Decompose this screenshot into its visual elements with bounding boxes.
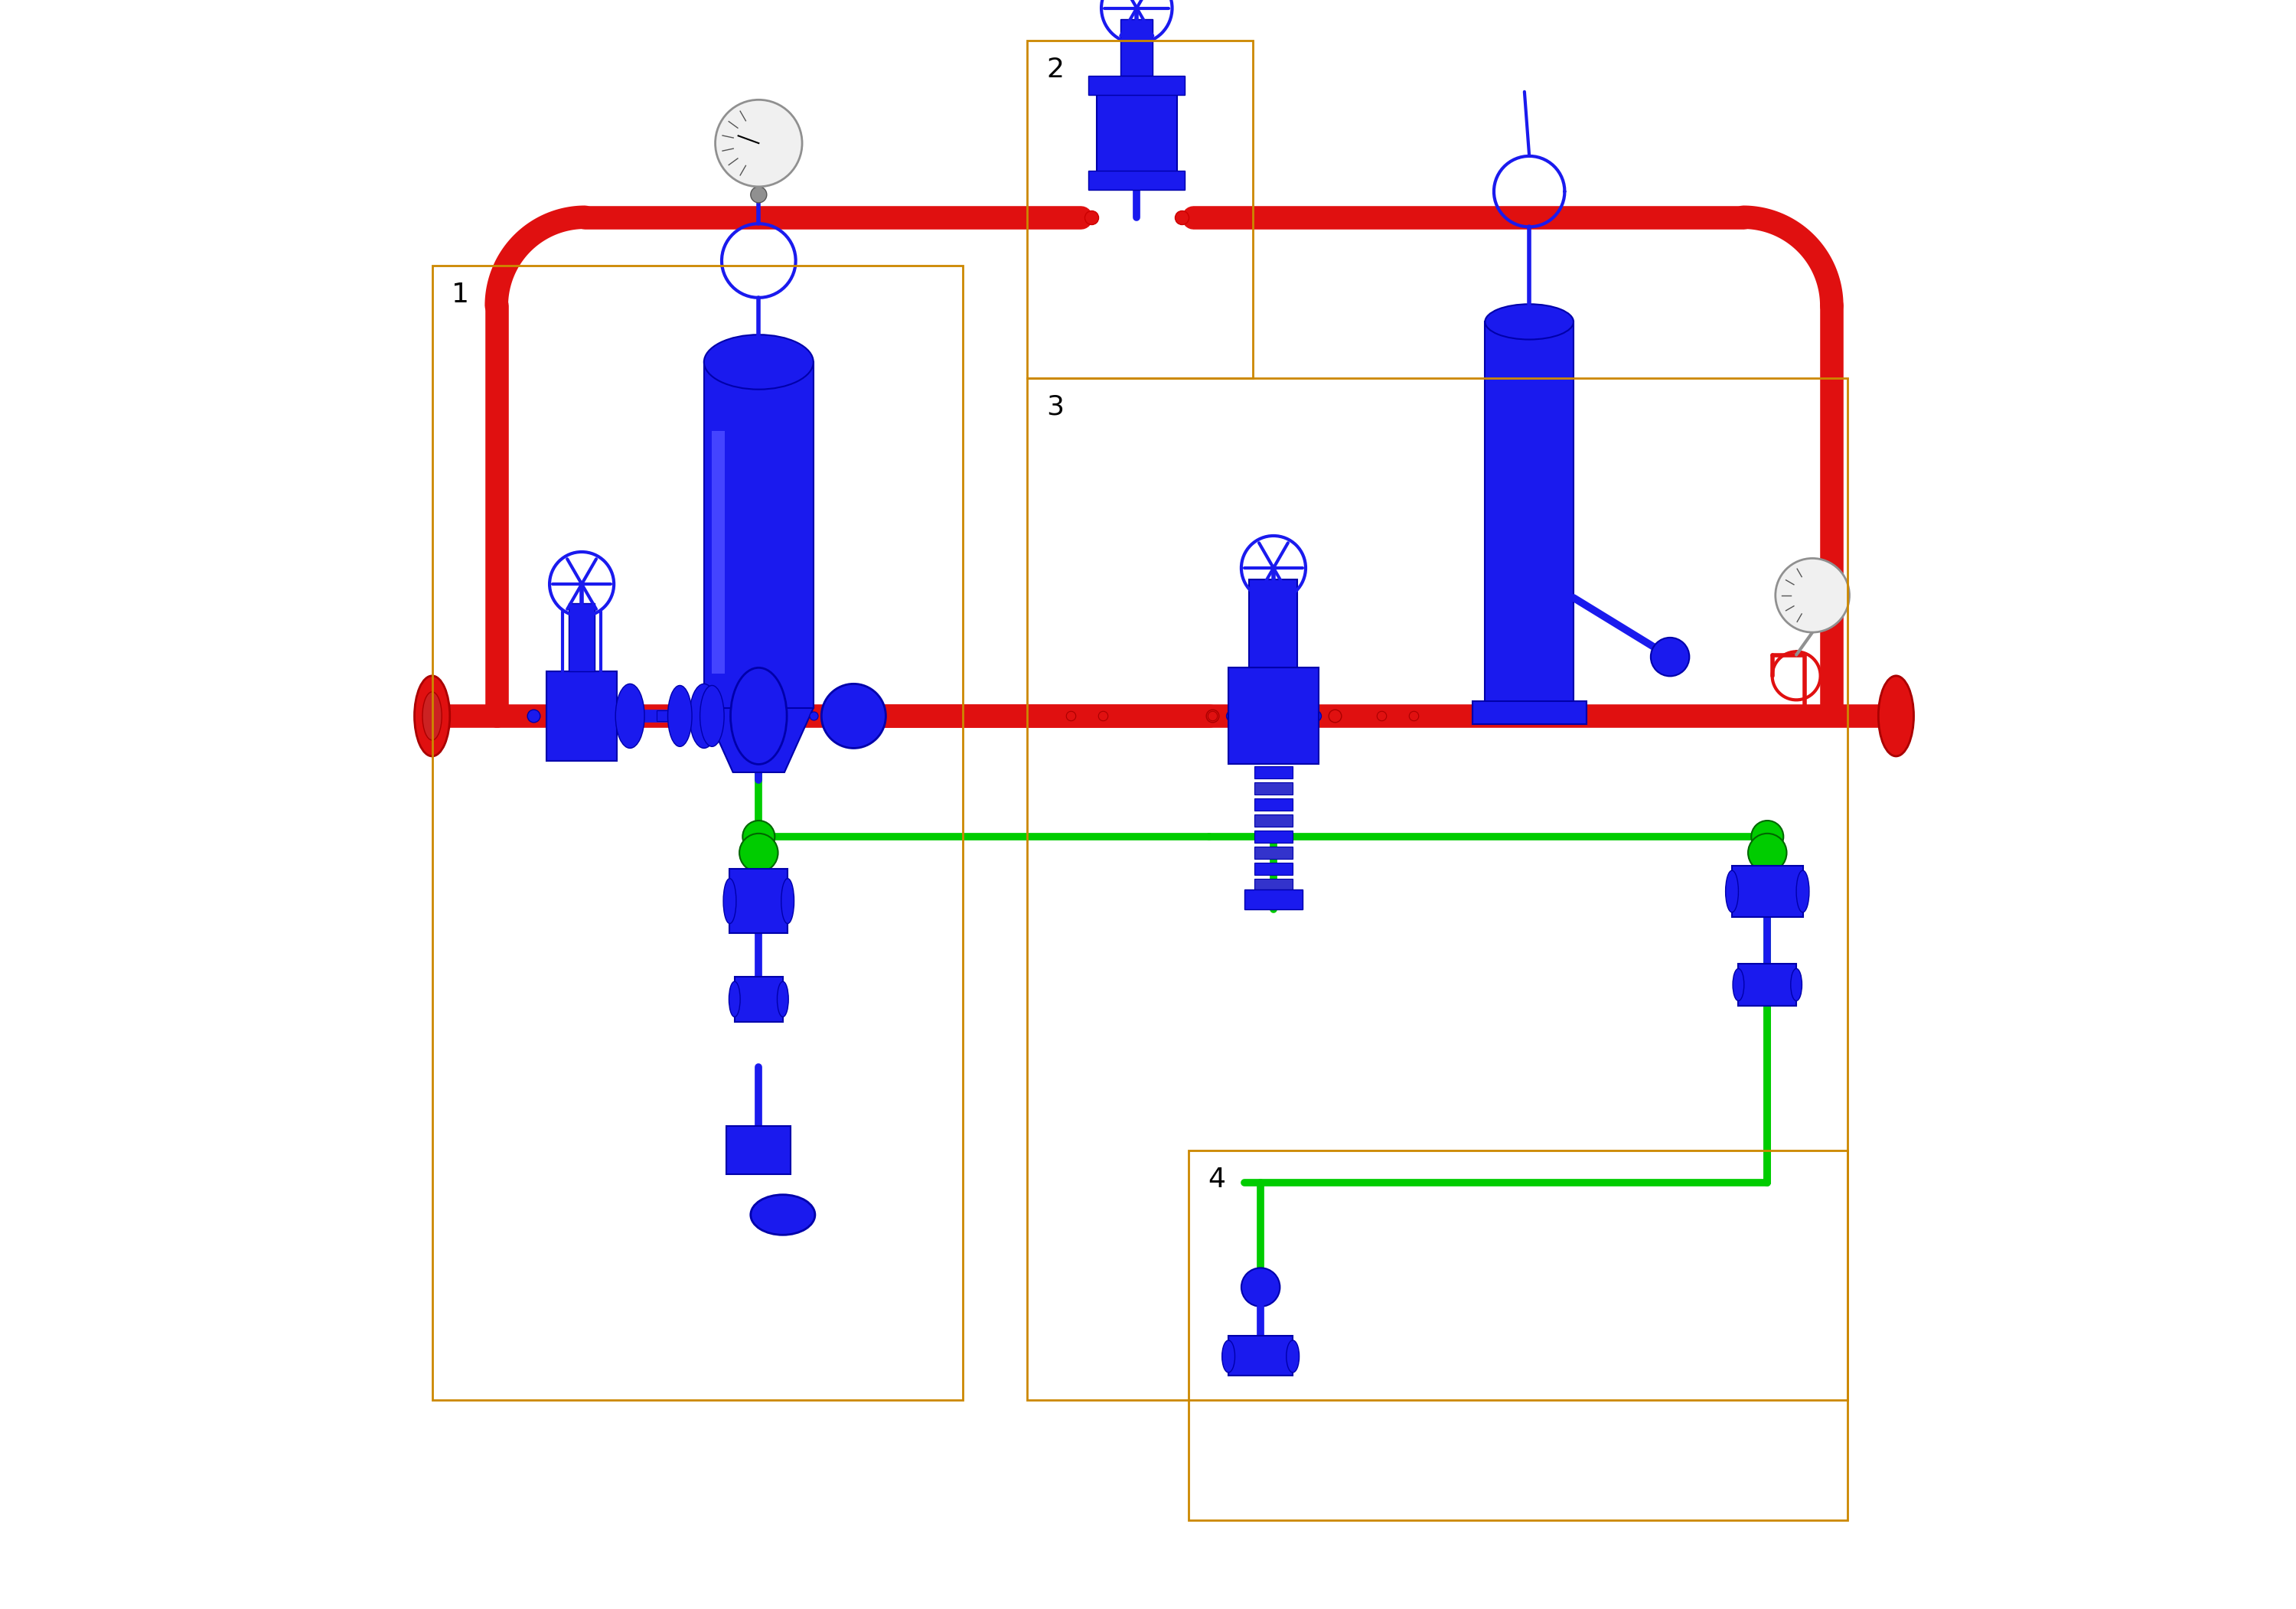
Bar	[432, 265, 962, 1400]
Circle shape	[1651, 637, 1690, 676]
Ellipse shape	[1486, 304, 1573, 339]
Ellipse shape	[705, 335, 813, 389]
Circle shape	[716, 100, 801, 187]
Ellipse shape	[723, 879, 737, 924]
Bar	[1254, 798, 1293, 811]
Bar	[1244, 890, 1302, 909]
Bar	[1738, 964, 1795, 1006]
Ellipse shape	[689, 684, 719, 748]
Bar	[1088, 171, 1185, 190]
Bar	[730, 869, 788, 933]
Text: 4: 4	[1208, 1167, 1226, 1192]
Bar	[546, 671, 618, 761]
Ellipse shape	[751, 1194, 815, 1236]
Ellipse shape	[776, 981, 788, 1017]
Circle shape	[822, 684, 886, 748]
Bar	[569, 603, 595, 671]
Ellipse shape	[728, 981, 739, 1017]
Bar	[1097, 88, 1178, 177]
Circle shape	[751, 187, 767, 203]
Circle shape	[739, 833, 778, 872]
Bar	[1189, 1150, 1848, 1521]
Bar	[705, 362, 813, 708]
Ellipse shape	[422, 692, 441, 740]
Circle shape	[1242, 1268, 1279, 1307]
Bar	[1254, 830, 1293, 843]
Circle shape	[1747, 833, 1786, 872]
Bar	[1254, 846, 1293, 859]
Ellipse shape	[413, 676, 450, 756]
Ellipse shape	[668, 685, 691, 747]
Ellipse shape	[1791, 969, 1802, 1001]
Ellipse shape	[730, 668, 788, 764]
Bar	[1254, 862, 1293, 875]
Bar	[1026, 378, 1848, 1400]
Bar	[1254, 879, 1293, 891]
Circle shape	[742, 821, 774, 853]
Bar	[1228, 668, 1318, 764]
Bar	[1254, 814, 1293, 827]
Bar	[1254, 766, 1293, 779]
Ellipse shape	[700, 685, 723, 747]
Ellipse shape	[1795, 870, 1809, 912]
Ellipse shape	[615, 684, 645, 748]
Circle shape	[1752, 821, 1784, 853]
Bar	[712, 431, 726, 673]
Bar	[1472, 702, 1587, 724]
Circle shape	[1775, 558, 1848, 632]
Ellipse shape	[1221, 1340, 1235, 1372]
Text: 3: 3	[1047, 394, 1065, 420]
Bar	[1254, 782, 1293, 795]
Text: 2: 2	[1047, 56, 1065, 82]
Bar	[1088, 76, 1185, 95]
Ellipse shape	[1727, 870, 1738, 912]
Ellipse shape	[781, 879, 794, 924]
Text: 1: 1	[452, 282, 468, 307]
Bar	[726, 1126, 790, 1175]
Polygon shape	[705, 708, 813, 772]
Ellipse shape	[1286, 1340, 1300, 1372]
Bar	[1486, 322, 1573, 716]
Ellipse shape	[1878, 676, 1915, 756]
Bar	[735, 977, 783, 1022]
Bar	[1026, 40, 1254, 378]
Bar	[1120, 19, 1153, 76]
Bar	[1249, 579, 1297, 668]
Bar	[1228, 1335, 1293, 1376]
Ellipse shape	[1733, 969, 1745, 1001]
Bar	[1731, 866, 1802, 917]
